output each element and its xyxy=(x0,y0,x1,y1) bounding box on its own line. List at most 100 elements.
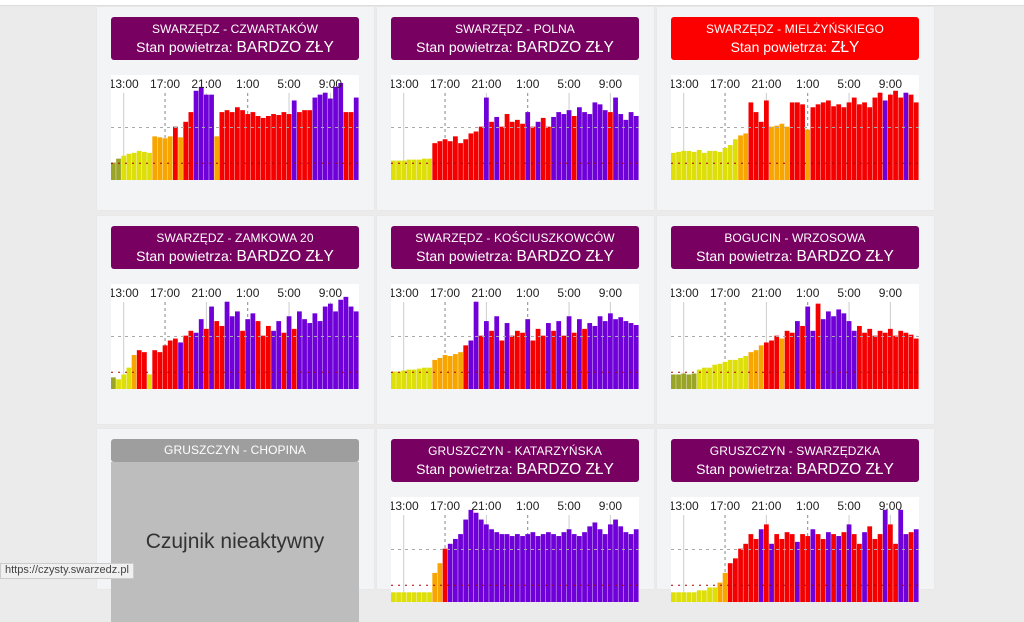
station-header[interactable]: SWARZĘDZ - POLNA Stan powietrza: BARDZO Z… xyxy=(391,17,639,60)
time-tick-label: 5:00 xyxy=(837,286,861,300)
pollution-bar xyxy=(571,534,577,602)
pollution-bar xyxy=(401,160,407,180)
pollution-bar xyxy=(152,350,158,389)
pollution-bar xyxy=(577,319,582,389)
pollution-bar xyxy=(473,131,479,180)
pollution-bar xyxy=(338,83,344,180)
pollution-bar xyxy=(447,141,453,180)
pollution-bar xyxy=(841,532,847,602)
station-header[interactable]: SWARZĘDZ - ZAMKOWA 20 Stan powietrza: BAR… xyxy=(111,226,359,269)
time-tick-label: 13:00 xyxy=(671,499,699,513)
time-tick-label: 1:00 xyxy=(796,77,820,91)
pollution-bar xyxy=(286,114,292,180)
pollution-bar xyxy=(872,335,878,389)
pollution-bar xyxy=(764,524,769,602)
pollution-bar-chart[interactable]: 13:00 17:00 21:00 1:00 5:00 9:00 xyxy=(671,284,919,389)
pollution-bar xyxy=(546,323,551,389)
station-header[interactable]: SWARZĘDZ - KOŚCIUSZKOWCÓW Stan powietrza:… xyxy=(391,226,639,269)
pollution-bar xyxy=(499,534,505,602)
pollution-bar xyxy=(427,367,432,389)
pollution-bar xyxy=(753,112,759,180)
pollution-bar xyxy=(608,112,613,180)
pollution-bar xyxy=(686,374,692,389)
pollution-bar xyxy=(815,104,821,180)
pollution-bar xyxy=(764,342,769,389)
pollution-bar xyxy=(540,534,546,602)
pollution-bar-chart[interactable]: 13:00 17:00 21:00 1:00 5:00 9:00 xyxy=(111,284,359,389)
pollution-bar-chart[interactable]: 13:00 17:00 21:00 1:00 5:00 9:00 xyxy=(671,75,919,180)
pollution-bar xyxy=(204,328,209,389)
station-card[interactable]: Czujnik nieaktywny GRUSZCZYN - CHOPINA xyxy=(97,429,374,622)
pollution-bar xyxy=(328,303,333,389)
station-header[interactable]: SWARZĘDZ - MIELŻYŃSKIEGO Stan powietrza: … xyxy=(671,17,919,60)
time-tick-label: 5:00 xyxy=(277,286,301,300)
pollution-bar xyxy=(810,107,816,180)
station-card[interactable]: 13:00 17:00 21:00 1:00 5:00 9:00 GRUSZCZYN - K… xyxy=(377,429,654,602)
pollution-bar xyxy=(515,330,520,389)
station-header[interactable]: GRUSZCZYN - CHOPINA xyxy=(111,439,359,462)
pollution-bar xyxy=(348,112,354,180)
pollution-bar xyxy=(530,532,536,602)
pollution-bar xyxy=(427,158,432,180)
pollution-bar xyxy=(800,104,805,180)
pollution-bar xyxy=(815,534,821,602)
pollution-bar xyxy=(266,115,271,180)
station-card[interactable]: 13:00 17:00 21:00 1:00 5:00 9:00 SWARZĘDZ - ZA… xyxy=(97,216,374,424)
pollution-bar xyxy=(271,330,276,389)
pollution-bar xyxy=(676,592,681,602)
station-card[interactable]: 13:00 17:00 21:00 1:00 5:00 9:00 BOGUCIN - WRZ… xyxy=(657,216,934,424)
air-quality-status: BARDZO ZŁY xyxy=(236,39,334,56)
pollution-bar-chart[interactable]: 13:00 17:00 21:00 1:00 5:00 9:00 xyxy=(391,497,639,602)
pollution-bar xyxy=(561,532,567,602)
pollution-bar xyxy=(432,143,438,180)
station-card[interactable]: 13:00 17:00 21:00 1:00 5:00 9:00 SWARZĘDZ - MI… xyxy=(657,7,934,210)
station-name: SWARZĘDZ - KOŚCIUSZKOWCÓW xyxy=(415,231,615,245)
pollution-bar xyxy=(566,110,572,180)
pollution-bar-chart[interactable]: 13:00 17:00 21:00 1:00 5:00 9:00 xyxy=(111,75,359,180)
pollution-bar xyxy=(333,311,338,389)
time-tick-label: 1:00 xyxy=(796,499,820,513)
pollution-bar xyxy=(525,112,531,180)
station-card[interactable]: 13:00 17:00 21:00 1:00 5:00 9:00 GRUSZCZYN - S… xyxy=(657,429,934,602)
time-tick-label: 17:00 xyxy=(710,286,741,300)
pollution-bar xyxy=(592,102,598,180)
pollution-bar xyxy=(727,359,733,389)
pollution-bar xyxy=(888,94,893,180)
pollution-bar xyxy=(602,534,608,602)
pollution-bar-chart[interactable]: 13:00 17:00 21:00 1:00 5:00 9:00 xyxy=(391,75,639,180)
pollution-bar xyxy=(743,133,749,180)
pollution-bar xyxy=(628,534,634,602)
pollution-bar xyxy=(307,110,313,180)
time-tick-label: 21:00 xyxy=(471,286,502,300)
pollution-bar xyxy=(193,90,199,180)
station-header[interactable]: GRUSZCZYN - KATARZYŃSKA Stan powietrza: B… xyxy=(391,439,639,482)
time-tick-label: 21:00 xyxy=(751,286,782,300)
pollution-bar xyxy=(795,102,800,180)
time-tick-label: 17:00 xyxy=(150,77,181,91)
station-header[interactable]: SWARZĘDZ - CZWARTAKÓW Stan powietrza: BAR… xyxy=(111,17,359,60)
time-tick-label: 21:00 xyxy=(751,499,782,513)
pollution-bar xyxy=(530,126,536,180)
pollution-bar xyxy=(826,311,831,389)
pollution-bar xyxy=(427,592,432,602)
pollution-bar xyxy=(789,102,795,180)
pollution-bar xyxy=(271,114,276,180)
pollution-bar xyxy=(686,150,692,180)
air-quality-label: Stan powietrza: xyxy=(696,248,793,264)
station-header[interactable]: BOGUCIN - WRZOSOWA Stan powietrza: BARDZO… xyxy=(671,226,919,269)
station-card[interactable]: 13:00 17:00 21:00 1:00 5:00 9:00 SWARZĘDZ - KO… xyxy=(377,216,654,424)
pollution-bar xyxy=(795,541,800,602)
air-quality-label: Stan powietrza: xyxy=(136,39,233,55)
station-card[interactable]: 13:00 17:00 21:00 1:00 5:00 9:00 SWARZĘDZ - PO… xyxy=(377,7,654,210)
pollution-bar xyxy=(478,335,484,389)
pollution-bar-chart[interactable]: 13:00 17:00 21:00 1:00 5:00 9:00 xyxy=(391,284,639,389)
station-card[interactable]: 13:00 17:00 21:00 1:00 5:00 9:00 SWARZĘDZ - CZ… xyxy=(97,7,374,210)
pollution-bar xyxy=(753,350,759,389)
time-tick-label: 13:00 xyxy=(111,77,139,91)
pollution-bar xyxy=(800,325,805,389)
time-tick-label: 9:00 xyxy=(878,77,903,91)
pollution-bar-chart[interactable]: 13:00 17:00 21:00 1:00 5:00 9:00 xyxy=(671,497,919,602)
station-header[interactable]: GRUSZCZYN - SWARZĘDZKA Stan powietrza: BA… xyxy=(671,439,919,482)
station-name: SWARZĘDZ - MIELŻYŃSKIEGO xyxy=(706,22,884,36)
pollution-bar xyxy=(322,92,328,180)
